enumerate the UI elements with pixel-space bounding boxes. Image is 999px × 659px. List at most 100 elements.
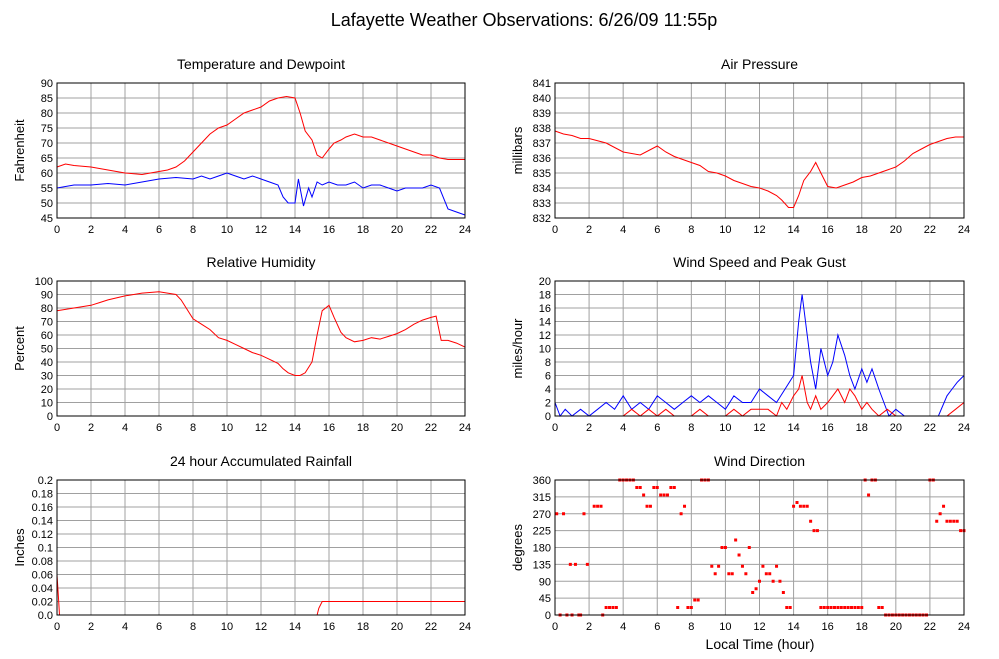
wind_dir-point: [747, 546, 751, 549]
wind_dir-point: [822, 606, 826, 609]
temp-y-tick-label: 50: [41, 198, 53, 210]
wind_dir-point: [696, 598, 700, 602]
wind_speed-title: Wind Speed and Peak Gust: [673, 254, 846, 270]
wind_dir-point: [672, 486, 676, 489]
humidity-x-tick-label: 0: [54, 422, 60, 434]
wind_speed-y-tick-label: 0: [545, 411, 551, 423]
rainfall-x-tick-label: 8: [190, 621, 196, 633]
humidity-y-tick-label: 80: [41, 303, 53, 315]
temp-x-tick-label: 12: [255, 224, 267, 236]
pressure-y-tick-label: 836: [533, 153, 551, 165]
wind_dir-x-tick-label: 18: [856, 621, 868, 633]
wind_dir-y-axis-label: degrees: [510, 524, 525, 571]
rainfall-x-tick-label: 12: [255, 621, 267, 633]
wind_dir-chart: 0 2 4 6 8 10 12 14 16 18 20 22 240459013518022527031…: [510, 453, 970, 633]
humidity-y-tick-label: 60: [41, 330, 53, 342]
humidity-chart: 0 2 4 6 8 10 12 14 16 18 20 22 240102030405060708090…: [12, 254, 471, 434]
wind_dir-point: [867, 493, 871, 497]
humidity-x-tick-label: 24: [459, 422, 471, 434]
rainfall-x-tick-label: 16: [323, 621, 335, 633]
wind_dir-point: [829, 606, 833, 609]
humidity-y-tick-label: 90: [41, 290, 53, 302]
x-axis-label: Local Time (hour): [706, 636, 815, 652]
wind_dir-point: [596, 504, 600, 508]
wind_dir-point: [938, 512, 942, 516]
wind_dir-point: [795, 501, 799, 504]
rainfall-y-tick-label: 0.16: [32, 502, 53, 514]
pressure-x-tick-label: 8: [688, 224, 694, 236]
wind_dir-point: [798, 504, 802, 508]
wind_dir-point: [744, 572, 748, 576]
wind_speed-y-tick-label: 18: [539, 290, 551, 302]
wind_speed-y-tick-label: 12: [539, 330, 551, 342]
pressure-x-tick-label: 2: [586, 224, 592, 236]
wind_dir-point: [826, 606, 830, 609]
pressure-title: Air Pressure: [721, 56, 798, 72]
wind_dir-y-tick-label: 180: [533, 543, 551, 555]
rainfall-x-tick-label: 22: [425, 621, 437, 633]
wind_dir-point: [768, 572, 772, 576]
pressure-series-line-1: [554, 130, 964, 208]
wind_speed-x-tick-label: 10: [719, 422, 731, 434]
wind_speed-x-tick-label: 14: [787, 422, 799, 434]
temp-frame: [56, 82, 466, 219]
wind_dir-point: [573, 562, 577, 566]
wind_dir-point: [652, 486, 656, 489]
wind_dir-point: [608, 606, 612, 609]
rainfall-y-tick-label: 0.12: [32, 529, 53, 541]
rainfall-x-tick-label: 20: [391, 621, 403, 633]
pressure-y-tick-label: 833: [533, 198, 551, 210]
pressure-y-tick-label: 838: [533, 123, 551, 135]
wind_speed-x-tick-label: 24: [958, 422, 970, 434]
wind_dir-x-tick-label: 16: [822, 621, 834, 633]
temp-y-tick-label: 60: [41, 168, 53, 180]
temp-y-tick-label: 90: [41, 78, 53, 90]
wind_dir-point: [832, 606, 836, 609]
wind_dir-point: [948, 519, 952, 523]
wind_dir-point: [839, 606, 843, 609]
wind_speed-y-tick-label: 10: [539, 344, 551, 356]
wind_dir-x-tick-label: 2: [586, 621, 592, 633]
pressure-y-tick-label: 840: [533, 93, 551, 105]
rainfall-x-tick-label: 0: [54, 621, 60, 633]
wind_dir-point: [819, 606, 823, 609]
wind_dir-point: [638, 486, 642, 489]
humidity-x-tick-label: 18: [357, 422, 369, 434]
wind_dir-frame: [554, 479, 965, 616]
humidity-y-tick-label: 100: [35, 276, 53, 288]
humidity-y-tick-label: 50: [41, 344, 53, 356]
humidity-x-tick-label: 4: [122, 422, 128, 434]
pressure-x-tick-label: 10: [719, 224, 731, 236]
wind_dir-point: [734, 538, 738, 542]
wind_dir-point: [562, 512, 566, 516]
humidity-y-tick-label: 40: [41, 357, 53, 369]
wind_speed-y-tick-label: 8: [545, 357, 551, 369]
pressure-y-tick-label: 841: [533, 78, 551, 90]
temp-chart: 0 2 4 6 8 10 12 14 16 18 20 22 244550556065707580859…: [12, 56, 471, 236]
wind_dir-point: [604, 606, 608, 609]
wind_dir-point: [614, 606, 618, 609]
wind_dir-point: [585, 562, 589, 566]
rainfall-y-tick-label: 0.0: [38, 610, 53, 622]
wind_speed-series-line-1: [554, 294, 965, 418]
humidity-x-tick-label: 22: [425, 422, 437, 434]
pressure-y-tick-label: 837: [533, 138, 551, 150]
pressure-x-tick-label: 20: [890, 224, 902, 236]
pressure-x-tick-label: 0: [552, 224, 558, 236]
wind_dir-x-tick-label: 8: [688, 621, 694, 633]
pressure-x-tick-label: 6: [654, 224, 660, 236]
rainfall-x-tick-label: 6: [156, 621, 162, 633]
pressure-x-tick-label: 24: [958, 224, 970, 236]
rainfall-chart: 0 2 4 6 8 10 12 14 16 18 20 22 240.00.020.040.060.08…: [12, 453, 471, 633]
wind_dir-x-tick-label: 20: [890, 621, 902, 633]
wind_dir-point: [781, 591, 785, 594]
wind_dir-point: [599, 504, 603, 508]
temp-y-tick-label: 55: [41, 183, 53, 195]
wind_speed-x-tick-label: 16: [822, 422, 834, 434]
pressure-x-tick-label: 18: [856, 224, 868, 236]
wind_dir-point: [662, 493, 666, 497]
wind_dir-point: [809, 519, 813, 523]
wind_dir-point: [850, 606, 854, 609]
wind_dir-point: [778, 579, 782, 583]
wind_dir-point: [758, 579, 761, 583]
